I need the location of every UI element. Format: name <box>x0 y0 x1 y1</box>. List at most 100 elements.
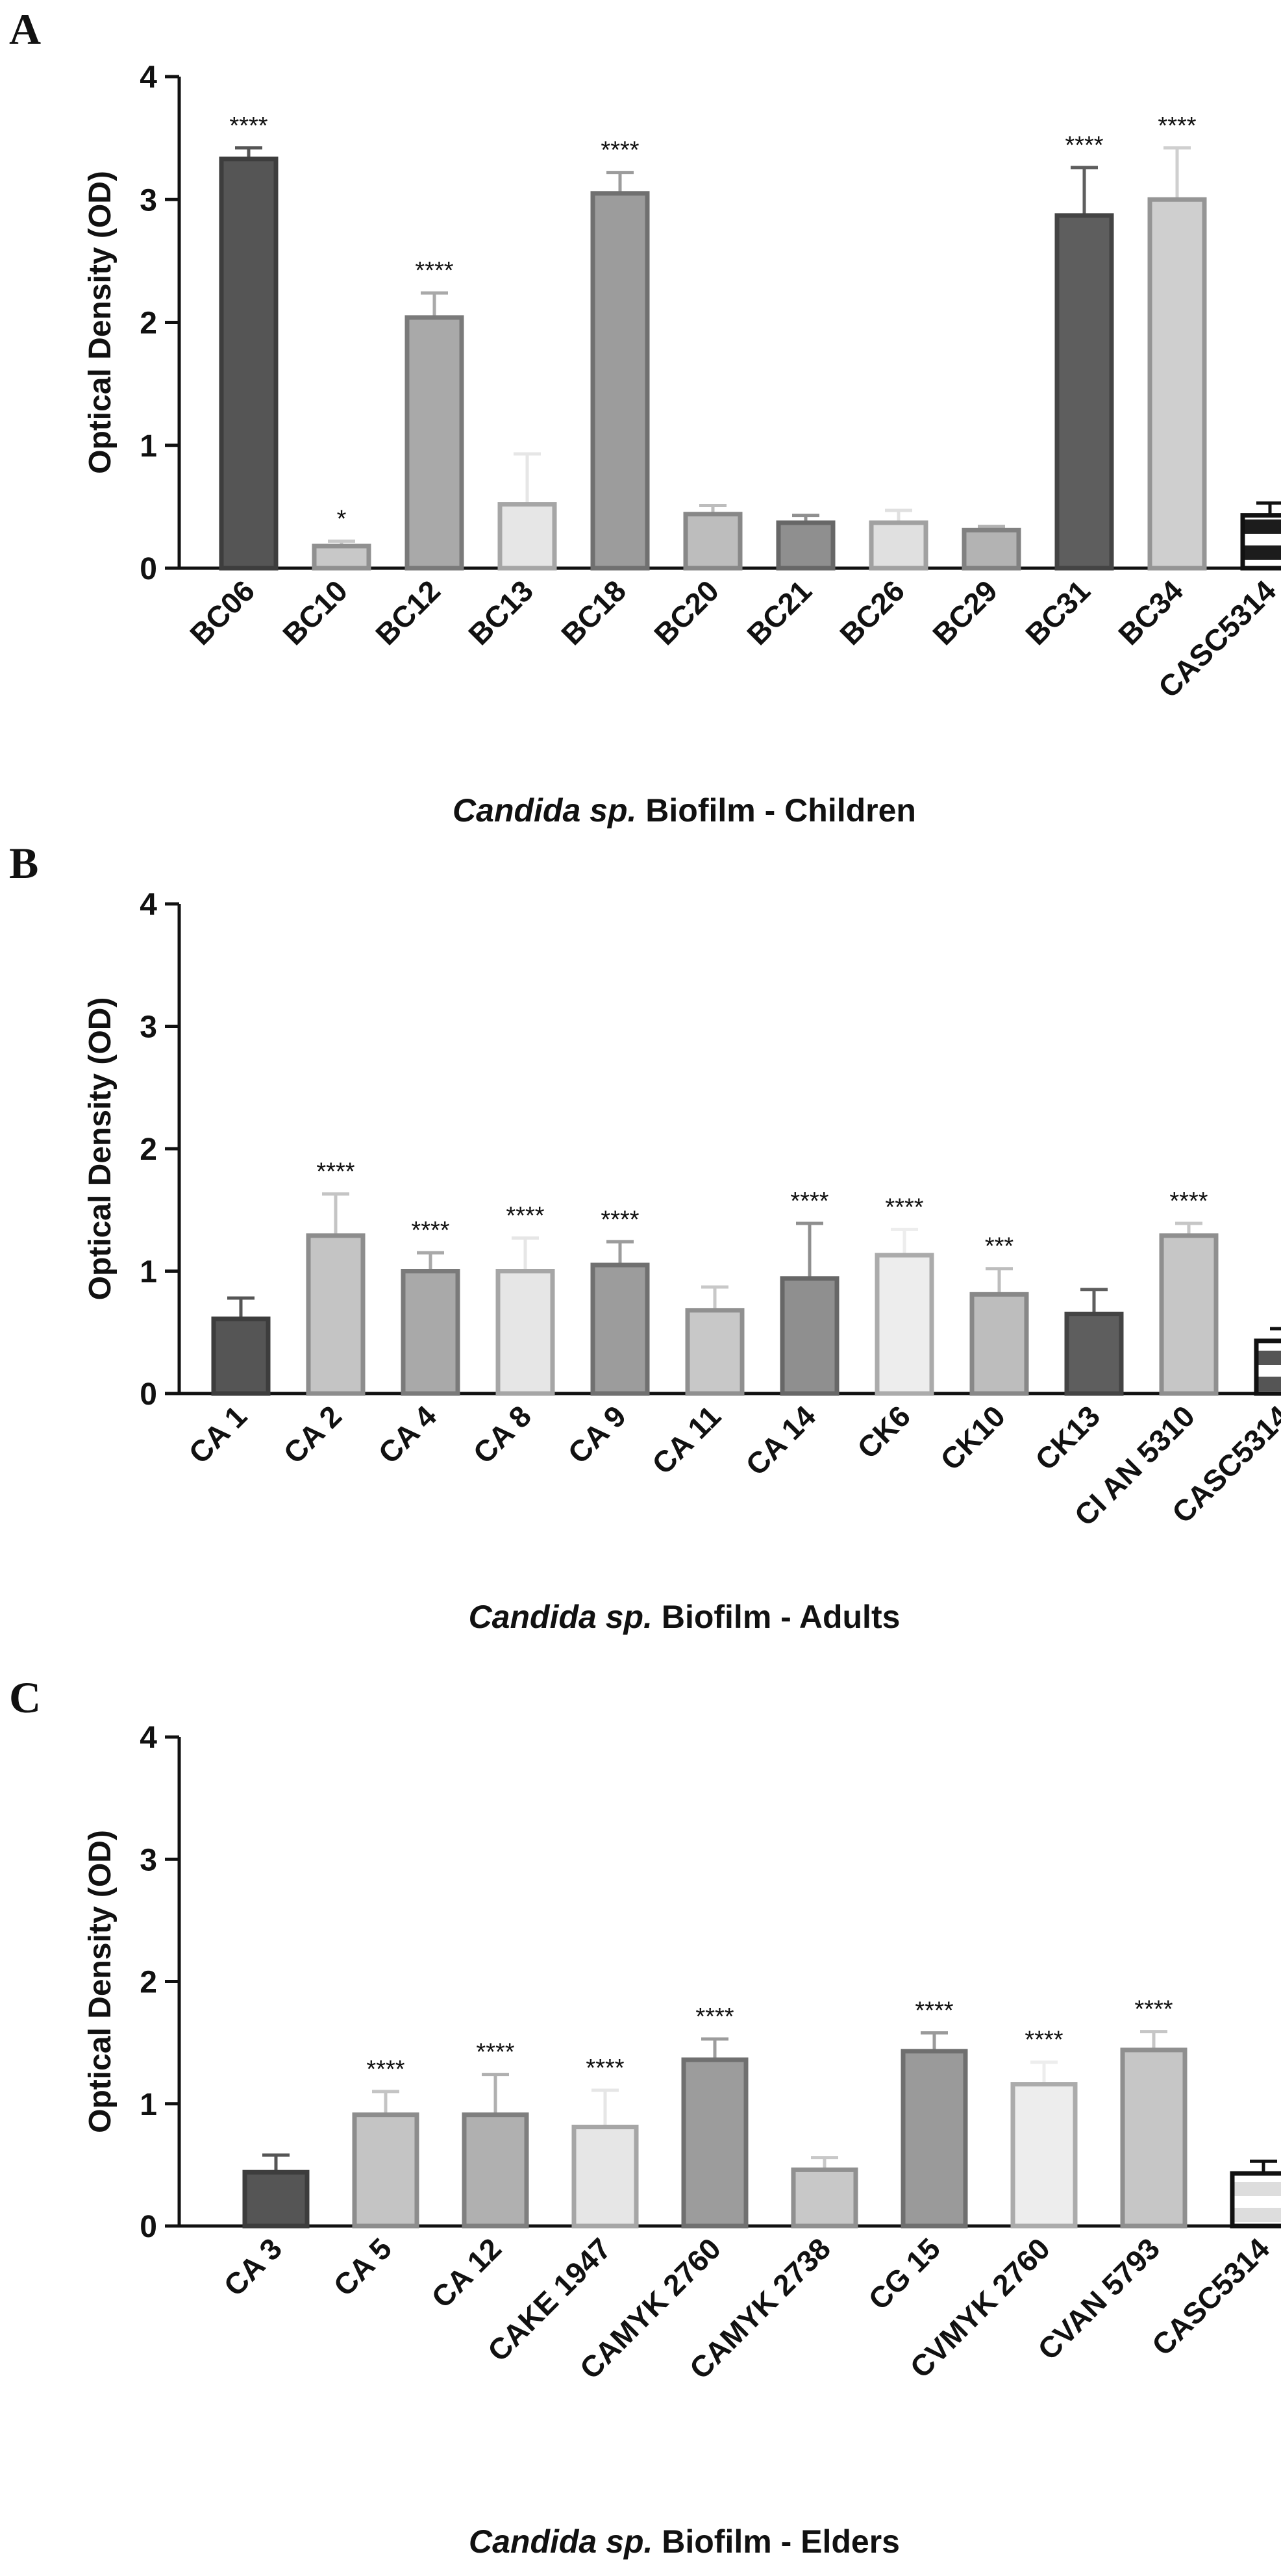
category-label: CA 5 <box>327 2231 398 2303</box>
significance-label: **** <box>885 1194 923 1221</box>
significance-label: **** <box>1134 1996 1173 2023</box>
category-label: CK13 <box>1028 1399 1106 1477</box>
y-tick-label: 3 <box>140 1010 157 1045</box>
y-tick-label: 0 <box>140 1377 157 1412</box>
panel-c: C 0 1 2 3 4 Optical Density (OD) CA 3 **** CA 5 **… <box>9 1673 1281 2560</box>
caption-group: Biofilm - Elders <box>653 2523 900 2560</box>
significance-label: **** <box>586 2055 624 2082</box>
category-label: CA 4 <box>371 1399 443 1470</box>
significance-label: **** <box>601 1206 639 1233</box>
category-label: BC31 <box>1019 573 1097 651</box>
panel-b: B 0 1 2 3 4 Optical Density (OD) CA 1 **** CA 2 **… <box>9 838 1281 1635</box>
significance-label: * <box>337 505 347 532</box>
y-axis-title: Optical Density (OD) <box>83 171 118 474</box>
significance-label: **** <box>506 1203 544 1230</box>
significance-label: **** <box>316 1158 354 1186</box>
bar-ca-5 <box>352 2112 419 2229</box>
bar-bc21 <box>776 520 836 571</box>
bar-cvan-5793 <box>1120 2047 1188 2229</box>
chart-caption: Candida sp. Biofilm - Elders <box>469 2523 900 2560</box>
significance-label: **** <box>411 1217 449 1244</box>
bar-camyk-2760 <box>681 2057 749 2229</box>
bar-ca-8 <box>495 1269 555 1396</box>
bar-ci-an-5310 <box>1159 1233 1219 1396</box>
category-label: BC13 <box>462 573 540 651</box>
y-tick-label: 2 <box>140 1966 157 2000</box>
significance-label: **** <box>695 2003 734 2031</box>
category-label: BC10 <box>276 573 354 651</box>
bar-bc26 <box>869 520 928 571</box>
category-label: CA 12 <box>425 2231 508 2314</box>
bar-cvmyk-2760 <box>1010 2082 1078 2229</box>
caption-species: Candida sp. <box>469 2523 653 2560</box>
bar-cg-15 <box>901 2049 968 2229</box>
category-label: BC18 <box>554 573 632 651</box>
significance-label: **** <box>476 2039 514 2066</box>
caption-group: Biofilm - Adults <box>653 1599 900 1635</box>
y-tick-label: 4 <box>140 888 157 922</box>
category-label: CK6 <box>851 1399 917 1465</box>
significance-label: **** <box>229 112 267 140</box>
bar-camyk-2738 <box>791 2167 858 2229</box>
category-label: CASC5314 <box>1145 2231 1276 2362</box>
panel-letter: B <box>9 838 38 888</box>
y-tick-label: 0 <box>140 552 157 586</box>
category-label: BC20 <box>647 573 725 651</box>
bar-bc06 <box>219 156 279 571</box>
bar-ca-3 <box>242 2170 310 2229</box>
category-label: BC21 <box>740 573 818 651</box>
category-label: CA 11 <box>645 1399 727 1481</box>
significance-label: **** <box>790 1188 828 1215</box>
bar-ca-1 <box>211 1316 271 1396</box>
caption-group: Biofilm - Children <box>636 792 916 829</box>
y-tick-label: 3 <box>140 183 157 218</box>
significance-label: **** <box>1169 1188 1208 1215</box>
category-label: CA 2 <box>277 1399 348 1470</box>
category-label: CG 15 <box>862 2231 947 2316</box>
bar-ca-2 <box>306 1233 366 1396</box>
y-axis-title: Optical Density (OD) <box>83 1830 118 2133</box>
bar-cake-1947 <box>571 2125 639 2229</box>
category-label: CA 14 <box>739 1399 822 1482</box>
significance-label: **** <box>601 137 639 164</box>
bar-casc5314 <box>1254 1338 1281 1396</box>
bar-ca-4 <box>401 1269 460 1396</box>
significance-label: **** <box>366 2056 404 2083</box>
bar-bc29 <box>962 527 1021 571</box>
bar-casc5314 <box>1240 513 1281 571</box>
y-tick-label: 3 <box>140 1843 157 1877</box>
category-label: BC34 <box>1112 573 1189 651</box>
category-label: CA 3 <box>217 2231 288 2303</box>
panel-letter: A <box>9 5 41 54</box>
bar-bc13 <box>497 502 557 571</box>
y-tick-label: 1 <box>140 1255 157 1290</box>
caption-species: Candida sp. <box>453 792 636 829</box>
chart-caption: Candida sp. Biofilm - Children <box>453 792 916 829</box>
bar-ck10 <box>969 1292 1029 1396</box>
y-tick-label: 4 <box>140 60 157 95</box>
y-tick-label: 0 <box>140 2210 157 2244</box>
category-label: CA 9 <box>561 1399 632 1470</box>
y-axis-title: Optical Density (OD) <box>83 997 118 1301</box>
y-tick-label: 1 <box>140 429 157 464</box>
bar-bc34 <box>1147 197 1207 571</box>
significance-label: **** <box>1025 2027 1063 2054</box>
y-tick-label: 2 <box>140 306 157 341</box>
bar-bc12 <box>404 315 464 571</box>
significance-label: **** <box>1065 132 1103 159</box>
panel-a: A 0 1 2 3 4 Optical Density (OD) **** BC06 * BC10 *… <box>9 5 1281 829</box>
bar-ck13 <box>1064 1311 1124 1396</box>
bar-bc31 <box>1054 213 1114 571</box>
y-tick-label: 2 <box>140 1132 157 1167</box>
bar-casc5314 <box>1230 2171 1281 2229</box>
category-label: BC29 <box>926 573 1004 651</box>
bar-bc18 <box>590 191 650 571</box>
category-label: BC26 <box>833 573 911 651</box>
panel-letter: C <box>9 1673 41 1722</box>
category-label: BC06 <box>183 573 261 651</box>
bar-bc20 <box>683 512 743 571</box>
category-label: CA 8 <box>466 1399 538 1470</box>
caption-species: Candida sp. <box>469 1599 653 1635</box>
bar-bc10 <box>312 544 371 571</box>
